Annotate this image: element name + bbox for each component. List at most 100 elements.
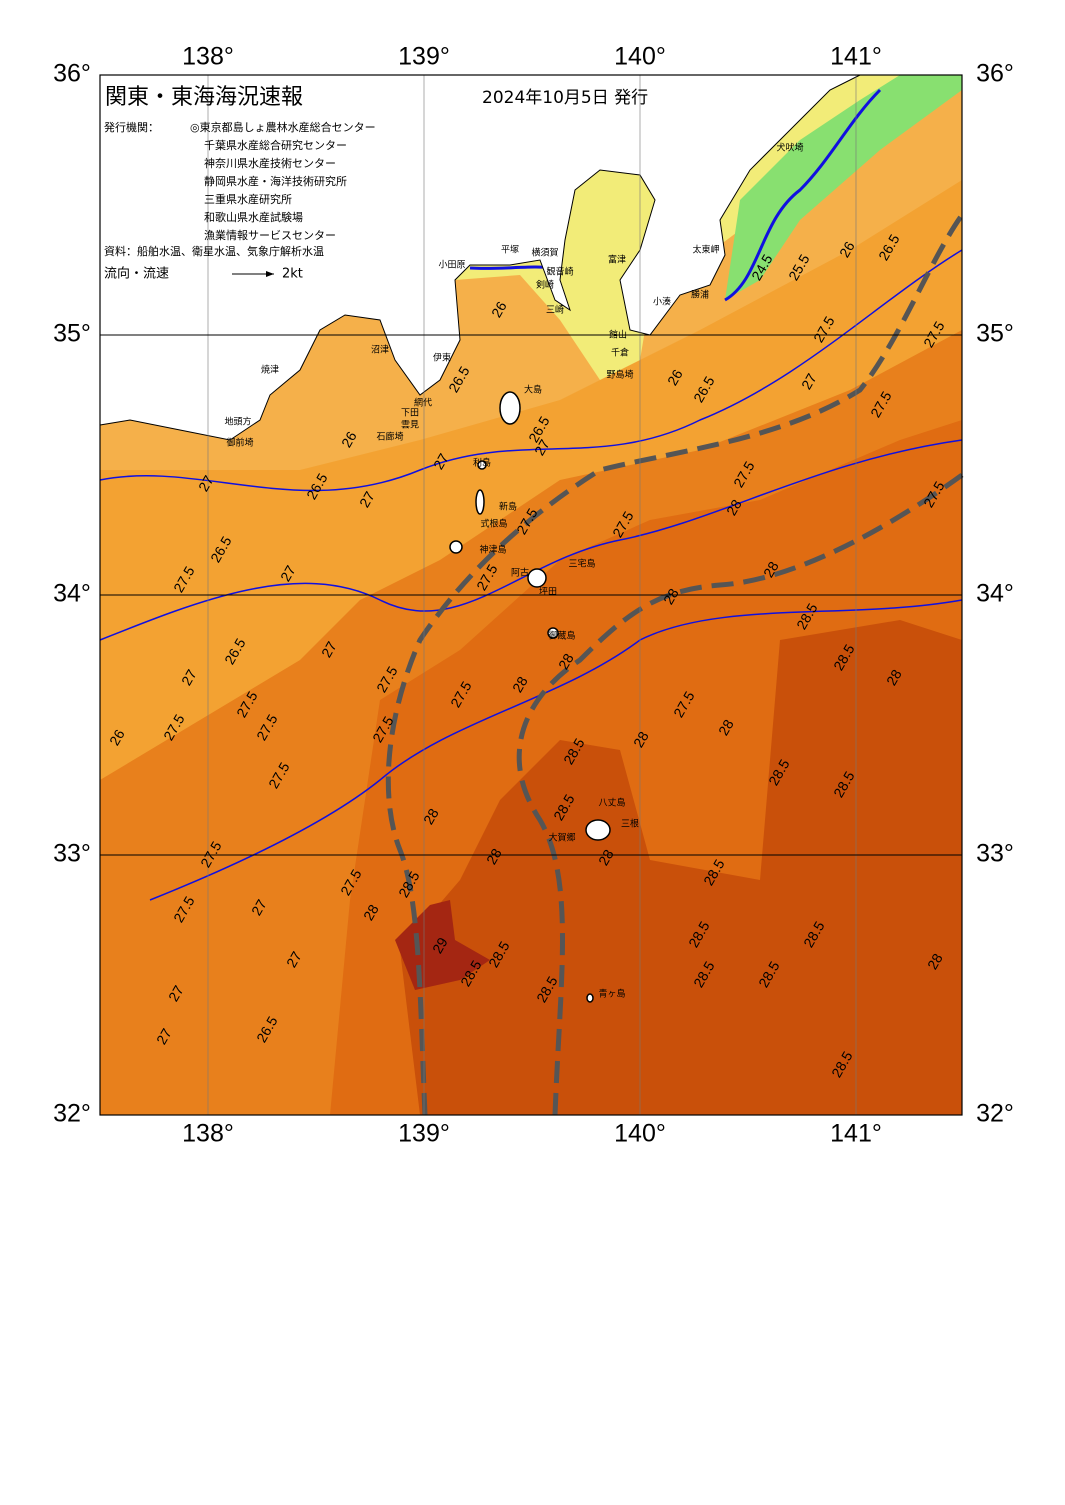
- contour-label: 26: [488, 298, 510, 320]
- place-name: 千倉: [611, 347, 629, 359]
- place-name: 八丈島: [598, 797, 625, 809]
- isotherm: [99, 249, 963, 492]
- sea-24: [725, 75, 962, 300]
- place-name: 勝浦: [691, 289, 709, 301]
- place-name: 神津島: [479, 544, 506, 556]
- issuer-label: 発行機関：: [104, 120, 159, 134]
- legend-label: 流向・流速: [104, 266, 169, 282]
- title: 関東・東海海況速報: [105, 85, 303, 110]
- island: [527, 568, 547, 588]
- lat-label: 33°: [976, 840, 1014, 868]
- lat-label: 35°: [53, 320, 91, 348]
- place-name: 犬吠埼: [776, 142, 803, 154]
- contour-label: 27: [430, 450, 452, 472]
- issuer-list: ◎東京都島しょ農林水産総合センター千葉県水産総合研究センター神奈川県水産技術セン…: [190, 120, 376, 242]
- contour-label: 27: [356, 488, 378, 510]
- issuer: ◎東京都島しょ農林水産総合センター: [190, 120, 376, 134]
- isotherm: [149, 599, 963, 901]
- place-name: 小湊: [653, 296, 671, 308]
- contour-label: 26: [106, 726, 128, 748]
- place-name: 利島: [473, 457, 491, 469]
- place-name: 坪田: [539, 587, 557, 598]
- contour-label: 27: [277, 562, 299, 584]
- place-name: 伊東: [433, 352, 451, 364]
- island: [449, 540, 463, 554]
- place-name: 大島: [524, 384, 542, 396]
- lat-label: 32°: [53, 1100, 91, 1128]
- sea-28-5: [400, 620, 962, 1115]
- place-name: 沼津: [371, 345, 389, 356]
- island: [547, 627, 559, 639]
- lon-label: 140°: [614, 1120, 666, 1148]
- contour-label: 28: [630, 728, 652, 750]
- place-name: 剣崎: [536, 279, 554, 291]
- contour-label: 28: [715, 716, 737, 738]
- contour-label: 28: [555, 650, 577, 672]
- place-name: 館山: [609, 329, 627, 341]
- contour-label: 28: [483, 845, 505, 867]
- contour-label: 28: [509, 673, 531, 695]
- lon-label: 141°: [830, 1120, 882, 1148]
- issuer: 三重県水産研究所: [204, 192, 292, 206]
- contour-label: 27: [318, 638, 340, 660]
- contour-label: 28: [660, 585, 682, 607]
- contour-label: 28: [360, 901, 382, 923]
- issuer: 和歌山県水産試験場: [204, 210, 303, 224]
- contour-label: 28: [883, 666, 905, 688]
- lat-label: 34°: [53, 580, 91, 608]
- isotherms: [99, 88, 963, 901]
- contour-label: 27: [195, 472, 217, 494]
- contour-label: 27: [248, 896, 270, 918]
- issuer: 千葉県水産総合研究センター: [204, 138, 347, 152]
- place-name: 阿古: [511, 567, 529, 579]
- contour-label: 27: [531, 436, 553, 458]
- place-name: 網代: [414, 397, 432, 409]
- legend-speed: 2kt: [282, 267, 303, 282]
- place-name: 青ヶ島: [598, 988, 625, 1000]
- source: 資料：船舶水温、衛星水温、気象庁解析水温: [104, 244, 324, 258]
- issuer: 神奈川県水産技術センター: [204, 156, 336, 170]
- contour-label: 29: [429, 934, 451, 956]
- map-frame: [99, 74, 963, 1116]
- contour-label: 28: [924, 950, 946, 972]
- place-name: 御前埼: [226, 437, 253, 449]
- place-name: 地頭方: [224, 416, 251, 428]
- place-name: 観音崎: [546, 266, 573, 278]
- lat-label: 33°: [53, 840, 91, 868]
- isotherm: [99, 439, 963, 641]
- contour-label: 27: [798, 370, 820, 392]
- island: [585, 819, 611, 841]
- contour-label: 28: [760, 558, 782, 580]
- lat-label: 32°: [976, 1100, 1014, 1128]
- place-name: 野島埼: [606, 369, 633, 381]
- contour-label: 26: [836, 238, 858, 260]
- date: 2024年10月5日 発行: [482, 88, 648, 108]
- lon-label: 138°: [182, 1120, 234, 1148]
- place-name: 富津: [608, 254, 626, 266]
- place-name: 雲見: [401, 420, 419, 431]
- issuer: 静岡県水産・海洋技術研究所: [204, 174, 347, 188]
- lat-label: 34°: [976, 580, 1014, 608]
- legend-arrowhead: [266, 271, 274, 277]
- kuroshio-path: [385, 213, 965, 1116]
- lon-label: 140°: [614, 43, 666, 71]
- contour-label: 26: [338, 428, 360, 450]
- island: [477, 460, 487, 470]
- lon-label: 139°: [398, 1120, 450, 1148]
- place-name: 小田原: [438, 260, 465, 271]
- lat-label: 36°: [53, 60, 91, 88]
- contour-label: 28: [723, 496, 745, 518]
- isotherm: [724, 88, 882, 302]
- lon-label: 138°: [182, 43, 234, 71]
- contour-label: 28: [420, 805, 442, 827]
- place-name: 三根: [621, 818, 639, 830]
- contour-label: 26: [664, 366, 686, 388]
- island: [475, 489, 485, 515]
- islands: [449, 391, 611, 1003]
- place-name: 石廊埼: [376, 431, 403, 443]
- place-name: 平塚: [501, 245, 519, 256]
- lat-label: 35°: [976, 320, 1014, 348]
- contour-label: 27: [178, 666, 200, 688]
- land: [99, 74, 861, 441]
- island: [499, 391, 521, 425]
